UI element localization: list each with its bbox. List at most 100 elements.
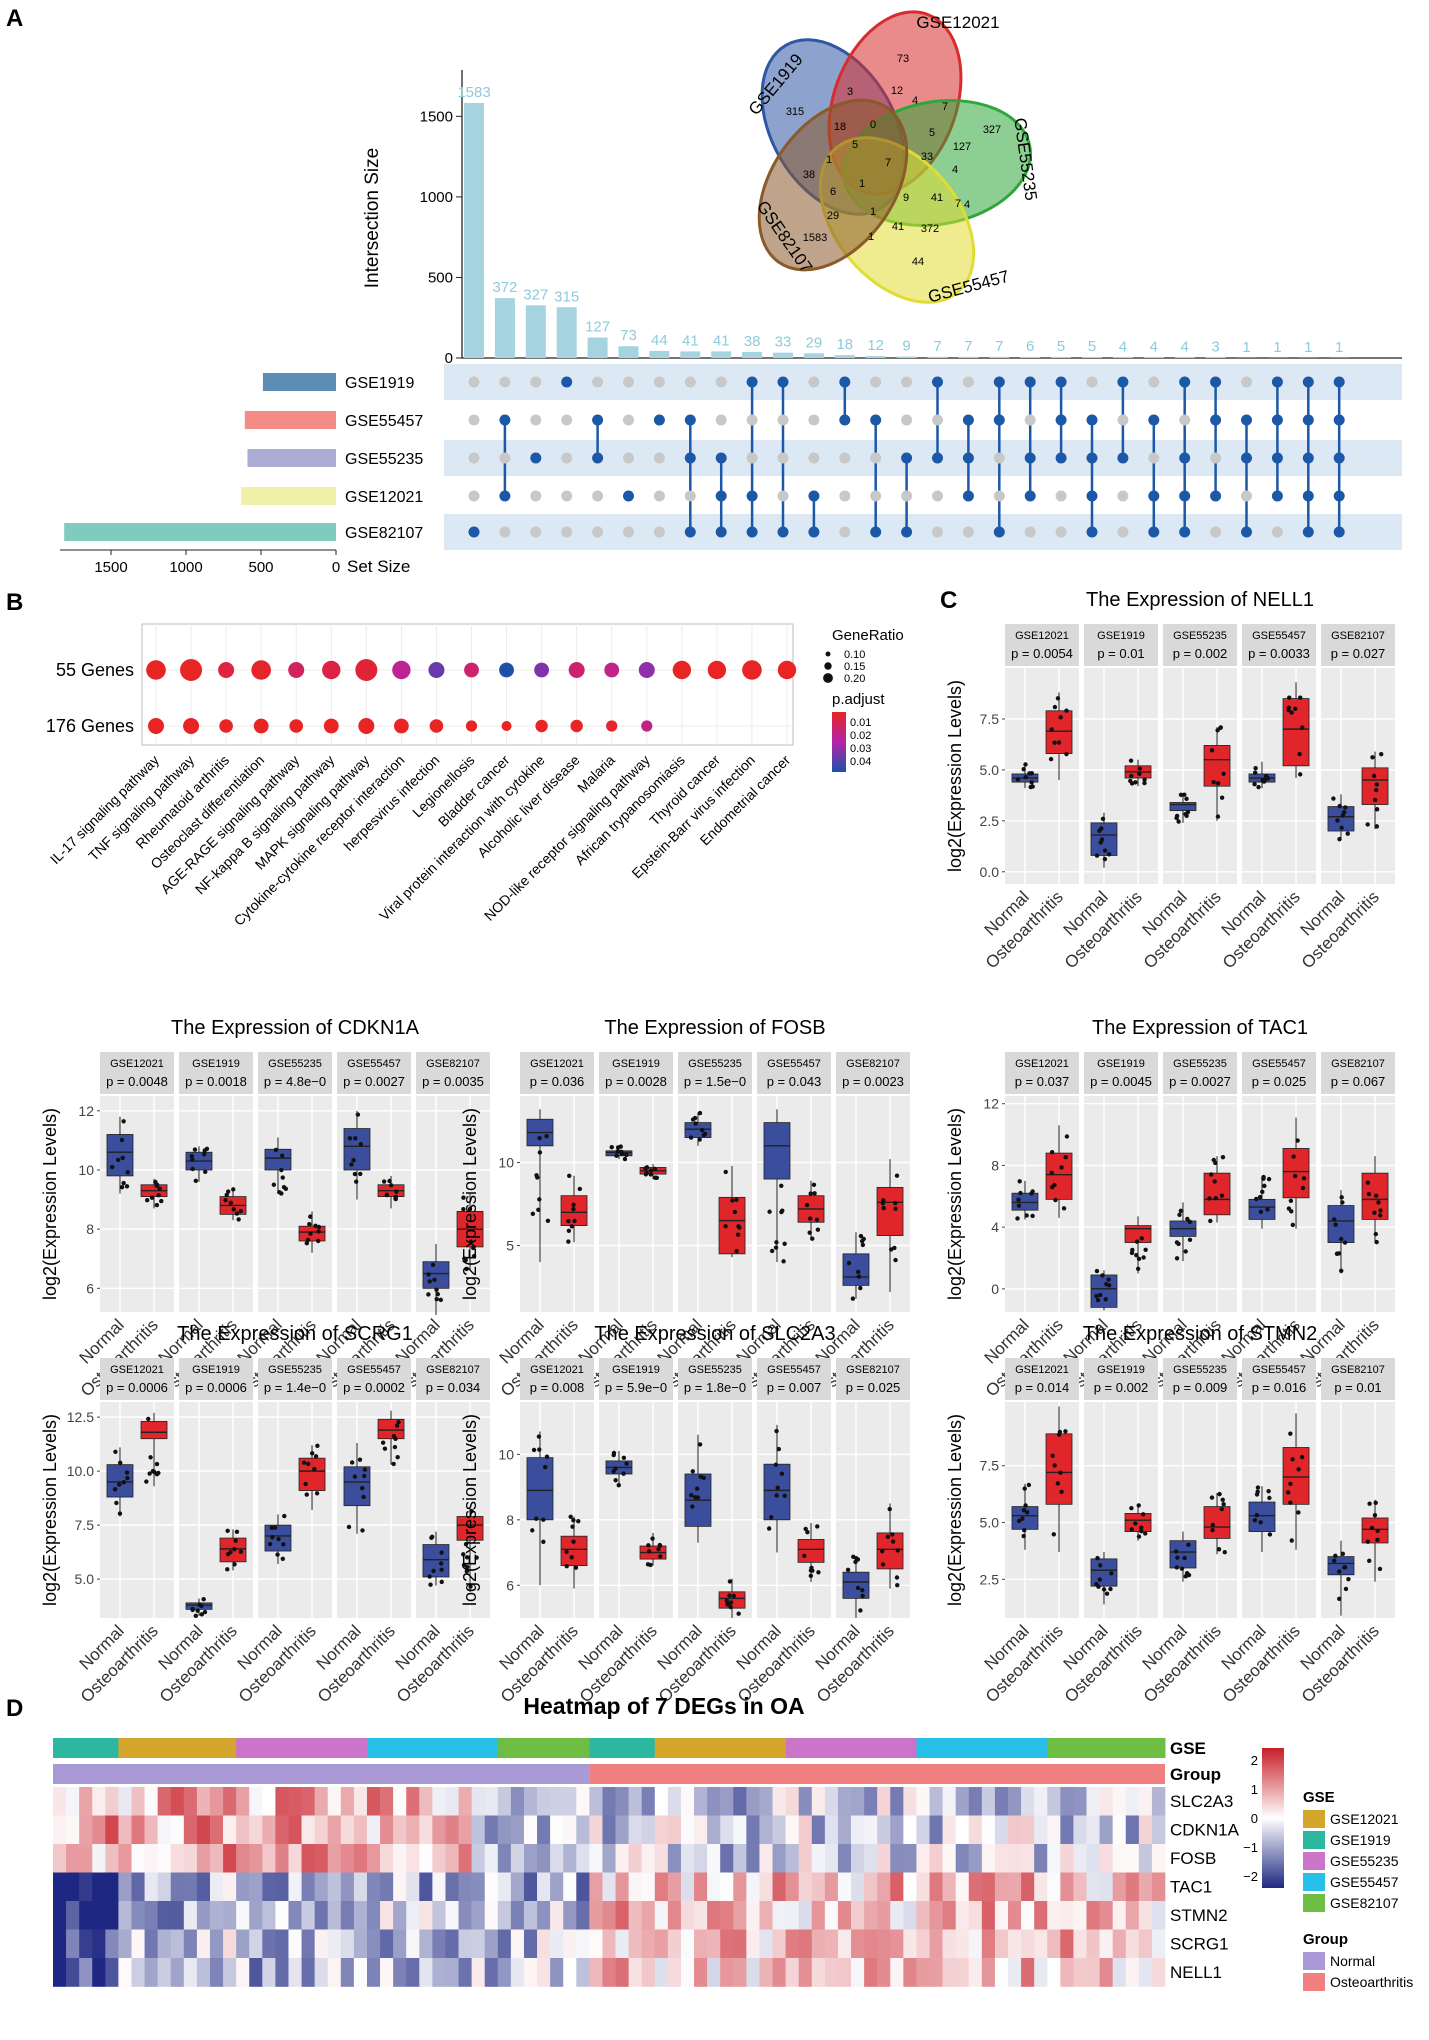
jitter-point bbox=[1135, 1266, 1141, 1271]
jitter-point bbox=[567, 1173, 572, 1178]
heatmap-cell bbox=[929, 1958, 943, 1987]
heatmap-cell bbox=[1073, 1815, 1087, 1845]
heatmap-cell bbox=[824, 1844, 839, 1873]
heatmap-cell bbox=[131, 1958, 145, 1987]
jitter-point bbox=[773, 1462, 779, 1467]
heatmap-cell bbox=[916, 1929, 930, 1959]
jitter-point bbox=[856, 1274, 862, 1279]
facet-name: GSE82107 bbox=[846, 1058, 900, 1070]
facet-p-value: p = 1.4e−0 bbox=[264, 1380, 326, 1395]
heatmap-cell bbox=[131, 1787, 145, 1816]
jitter-point bbox=[393, 1194, 399, 1200]
heatmap-cell bbox=[785, 1901, 799, 1930]
jitter-point bbox=[854, 1556, 859, 1561]
upset-dot-inactive bbox=[1271, 526, 1283, 538]
boxplot-y-tick-label: 0 bbox=[991, 1281, 999, 1297]
jitter-point bbox=[810, 1236, 815, 1241]
venn-count: 5 bbox=[852, 139, 858, 151]
heatmap-cell bbox=[733, 1815, 747, 1845]
heatmap-cell bbox=[733, 1844, 747, 1873]
heatmap-cell bbox=[314, 1958, 329, 1987]
heatmap-cell bbox=[1073, 1929, 1087, 1959]
jitter-point bbox=[309, 1451, 315, 1456]
jitter-point bbox=[647, 1549, 652, 1554]
jitter-point bbox=[439, 1579, 444, 1585]
facet-panel bbox=[599, 1096, 673, 1312]
heatmap-cell bbox=[981, 1844, 996, 1873]
boxplot-oa-box bbox=[876, 1186, 904, 1236]
heatmap-cell bbox=[131, 1901, 145, 1930]
jitter-point bbox=[1286, 705, 1292, 710]
kegg-dot-176 bbox=[641, 720, 653, 732]
heatmap-cell bbox=[393, 1844, 407, 1873]
heatmap-cell bbox=[236, 1929, 250, 1959]
heatmap-cell bbox=[445, 1815, 459, 1845]
heatmap-cell bbox=[144, 1929, 158, 1959]
upset-bar bbox=[464, 102, 484, 358]
heatmap-cell bbox=[811, 1787, 826, 1816]
heatmap-cell bbox=[301, 1958, 315, 1987]
heatmap-cell bbox=[641, 1901, 656, 1930]
jitter-point bbox=[314, 1491, 320, 1496]
heatmap-gse-annotation bbox=[654, 1738, 787, 1758]
jitter-point bbox=[269, 1525, 274, 1530]
facet-name: GSE55235 bbox=[1173, 1364, 1227, 1376]
jitter-point bbox=[1267, 1532, 1273, 1537]
jitter-point bbox=[1059, 1489, 1064, 1494]
upset-bar-label: 4 bbox=[1150, 338, 1158, 355]
heatmap-cell bbox=[720, 1844, 734, 1873]
heatmap-scale-tick: −1 bbox=[1243, 1840, 1258, 1855]
upset-dot-active bbox=[1333, 452, 1345, 464]
jitter-point bbox=[202, 1152, 207, 1157]
facet-name: GSE55457 bbox=[347, 1058, 401, 1070]
heatmap-gene-label: STMN2 bbox=[1170, 1906, 1228, 1925]
heatmap-cell bbox=[667, 1901, 682, 1930]
heatmap-cell bbox=[994, 1844, 1009, 1873]
venn-count: 3 bbox=[847, 86, 853, 98]
heatmap-cell bbox=[798, 1929, 813, 1959]
venn-count: 0 bbox=[870, 119, 876, 131]
heatmap-cell bbox=[785, 1815, 799, 1845]
upset-dot-active bbox=[1055, 414, 1067, 426]
facet-p-value: p = 0.027 bbox=[1331, 646, 1386, 661]
jitter-point bbox=[391, 1461, 396, 1467]
jitter-point bbox=[1029, 780, 1034, 785]
heatmap-cell bbox=[380, 1929, 394, 1959]
heatmap-cell bbox=[694, 1844, 708, 1873]
jitter-point bbox=[895, 1548, 900, 1553]
upset-dot-active bbox=[901, 526, 913, 538]
jitter-point bbox=[1254, 1196, 1259, 1202]
heatmap-cell bbox=[837, 1787, 852, 1816]
jitter-point bbox=[1219, 1506, 1225, 1512]
upset-bar-label: 1583 bbox=[457, 84, 490, 101]
upset-dot-active bbox=[932, 376, 943, 388]
kegg-color-legend-value: 0.03 bbox=[850, 743, 871, 755]
heatmap-gene-label: SLC2A3 bbox=[1170, 1792, 1233, 1811]
heatmap-scale-tick: 1 bbox=[1251, 1782, 1258, 1797]
heatmap-cell bbox=[92, 1815, 106, 1845]
facet-p-value: p = 0.036 bbox=[530, 1074, 585, 1089]
heatmap-cell bbox=[890, 1844, 904, 1873]
jitter-point bbox=[1108, 1586, 1113, 1592]
jitter-point bbox=[1253, 765, 1258, 771]
heatmap-cell bbox=[537, 1929, 551, 1959]
heatmap-cell bbox=[759, 1787, 773, 1816]
facet-panel bbox=[179, 1402, 253, 1618]
boxplot-y-tick-label: 2.5 bbox=[980, 1571, 1000, 1587]
heatmap-cell bbox=[916, 1844, 930, 1873]
heatmap-cell bbox=[523, 1929, 538, 1959]
upset-bar bbox=[680, 351, 701, 358]
heatmap-cell bbox=[53, 1844, 67, 1873]
upset-bar bbox=[1082, 357, 1102, 358]
jitter-point bbox=[1298, 695, 1303, 700]
heatmap-cell bbox=[602, 1958, 616, 1987]
heatmap-cell bbox=[445, 1872, 459, 1902]
heatmap-cell bbox=[1034, 1844, 1048, 1873]
upset-dot-active bbox=[592, 414, 604, 426]
upset-bar-label: 6 bbox=[1026, 338, 1034, 355]
jitter-point bbox=[1338, 1236, 1344, 1242]
heatmap-cell bbox=[890, 1929, 904, 1959]
heatmap-cell bbox=[550, 1844, 564, 1873]
upset-dot-inactive bbox=[993, 452, 1005, 464]
